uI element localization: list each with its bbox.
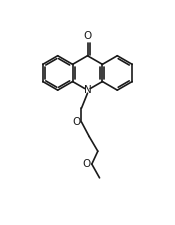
Text: N: N	[84, 85, 91, 95]
Text: O: O	[83, 32, 92, 41]
Text: O: O	[73, 117, 81, 127]
Text: O: O	[83, 159, 91, 169]
